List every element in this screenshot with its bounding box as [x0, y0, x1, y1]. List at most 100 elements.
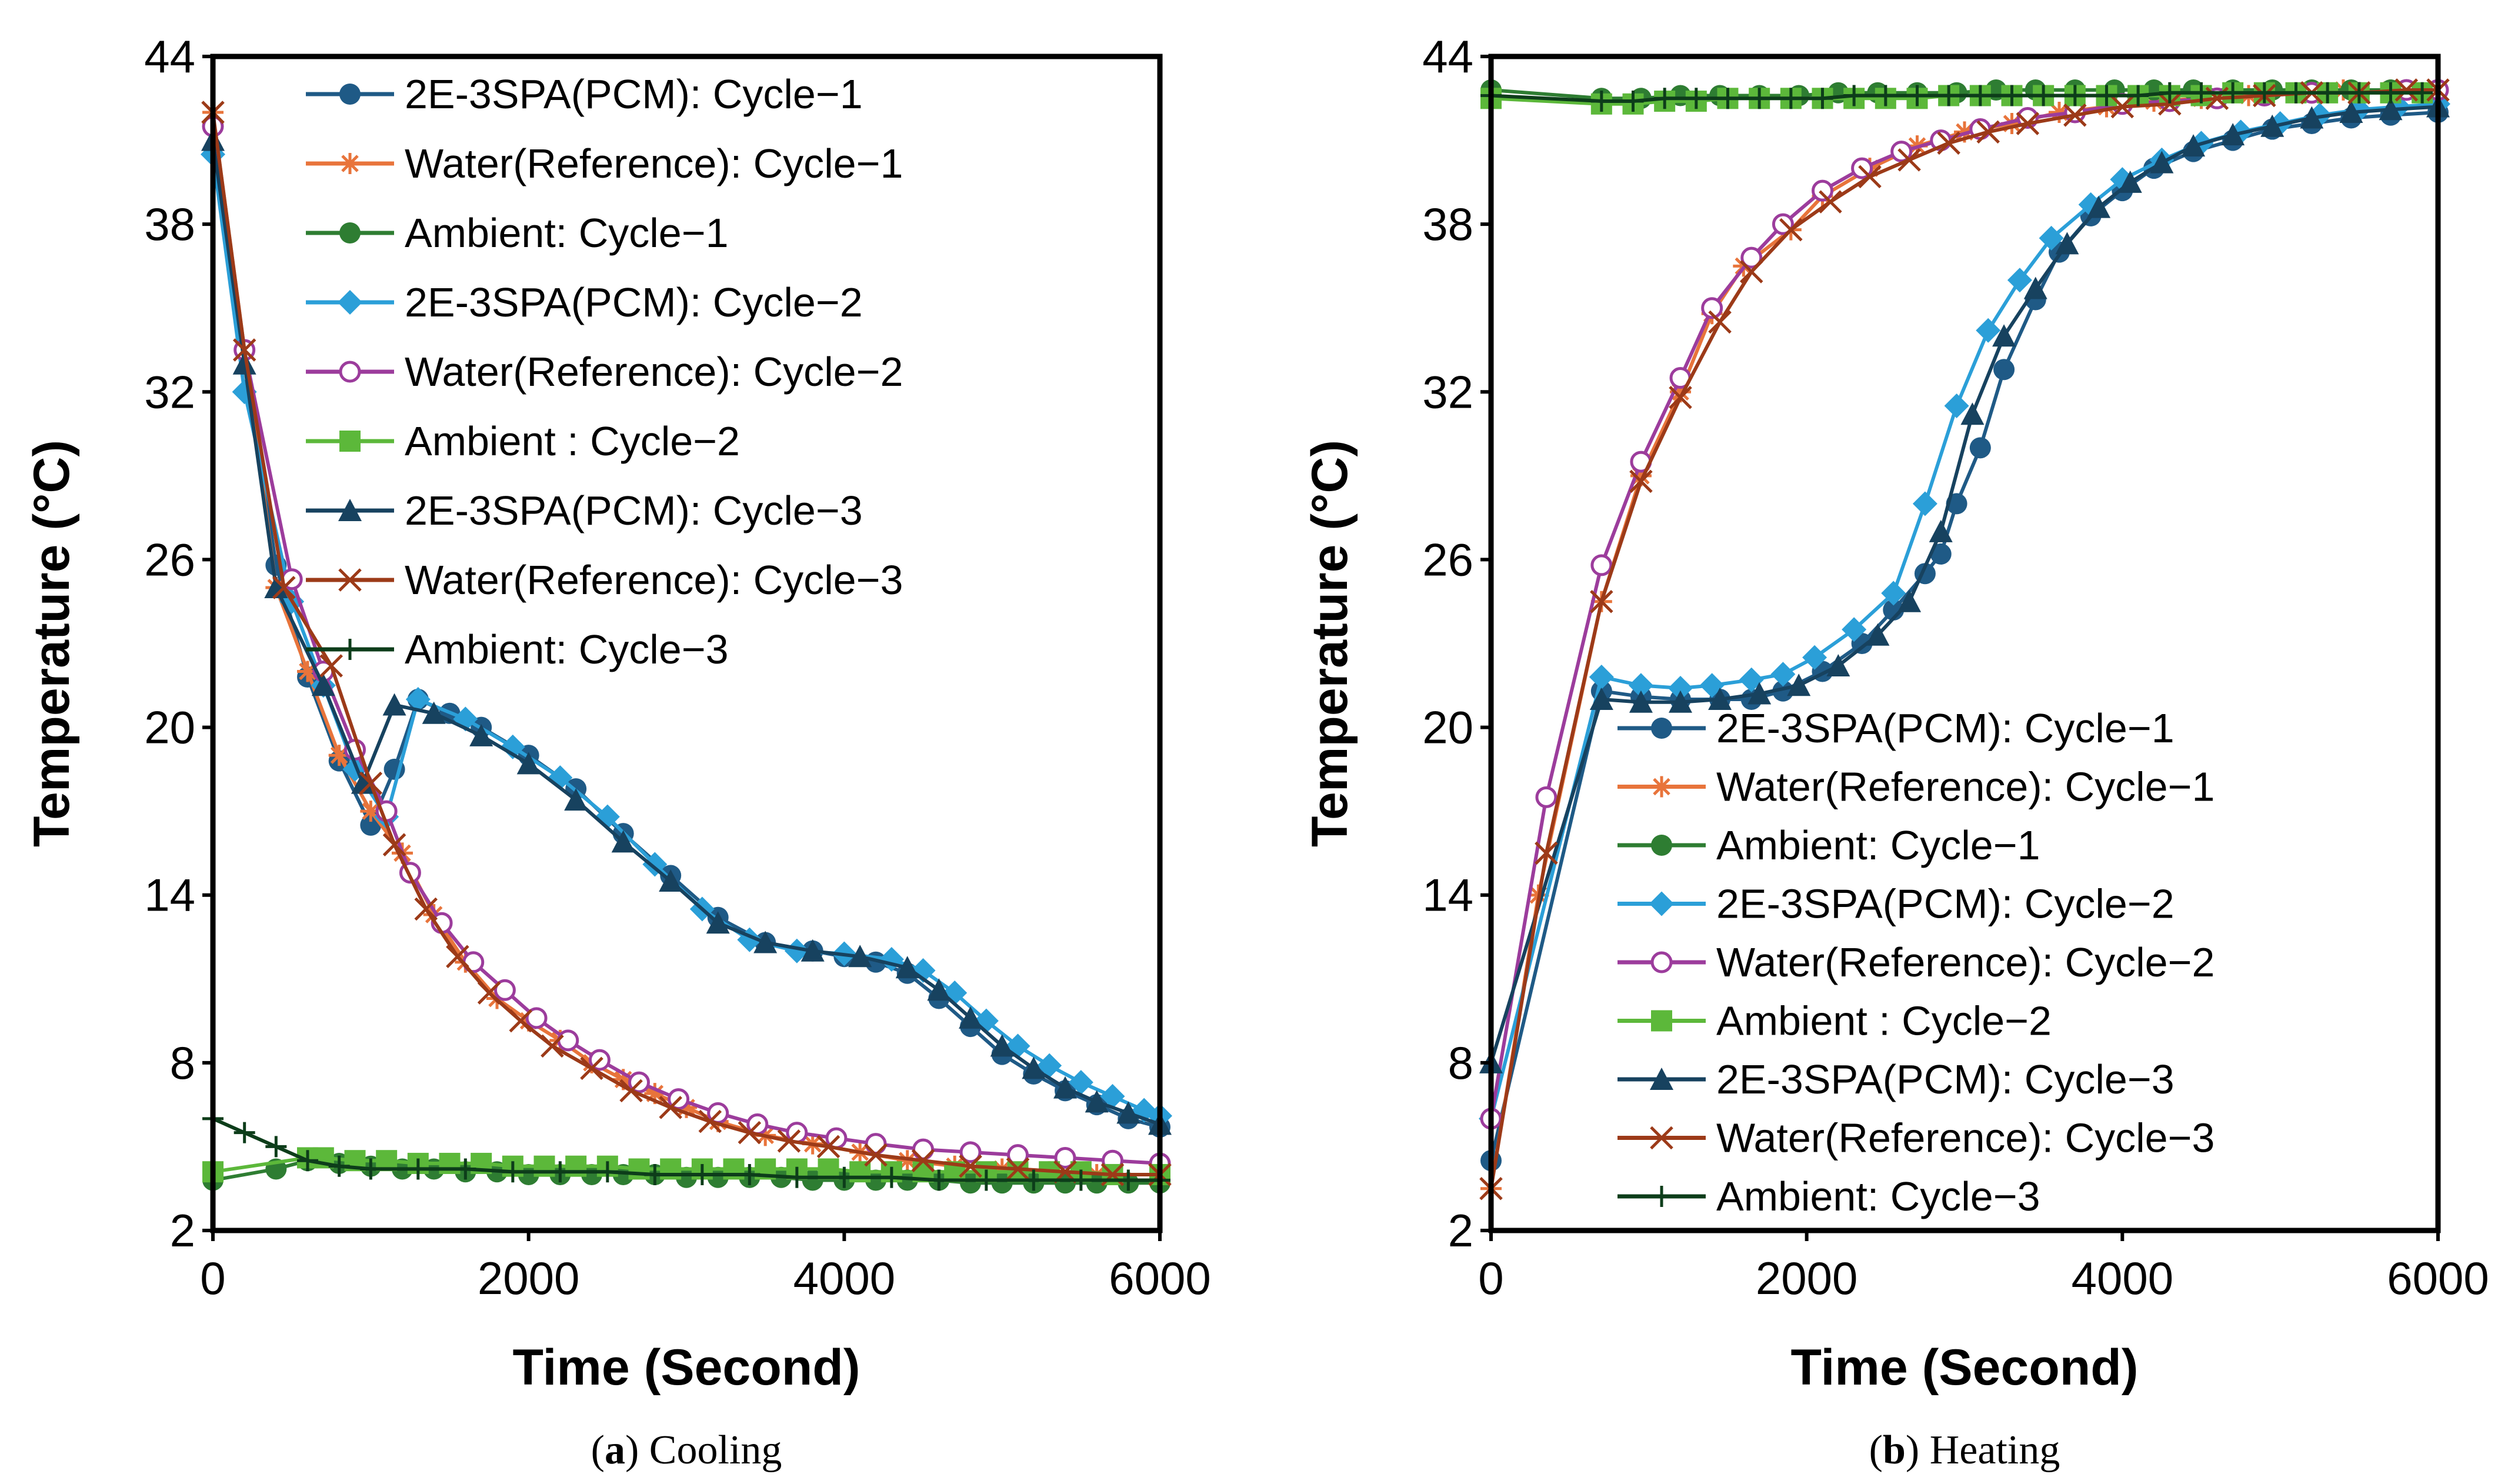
- data-point: [784, 938, 809, 963]
- data-point: [611, 830, 635, 853]
- y-tick-label: 8: [1448, 1037, 1473, 1089]
- data-point: [2110, 95, 2135, 119]
- legend-marker: [339, 639, 361, 660]
- data-point: [777, 1129, 801, 1153]
- data-point: [1944, 393, 1969, 419]
- data-point: [2379, 98, 2403, 121]
- legend-item-1: 2E-3SPA(PCM): Cycle−1: [306, 71, 863, 117]
- data-point: [2039, 225, 2064, 251]
- legend-marker: [339, 153, 361, 174]
- data-point: [509, 1009, 533, 1033]
- data-point: [2127, 85, 2149, 106]
- data-point: [911, 1149, 935, 1172]
- legend-item-8: Water(Reference): Cycle−3: [1617, 1115, 2214, 1161]
- legend-item-5: Water(Reference): Cycle−2: [306, 349, 903, 395]
- data-point: [959, 1006, 982, 1029]
- legend-label: 2E-3SPA(PCM): Cycle−3: [1716, 1056, 2175, 1102]
- data-point: [1590, 554, 1613, 576]
- data-point: [1701, 297, 1723, 319]
- data-point: [2159, 82, 2180, 104]
- data-point: [753, 931, 778, 953]
- legend-label: Water(Reference): Cycle−1: [405, 141, 903, 186]
- data-point: [816, 1135, 841, 1159]
- x-tick-label: 4000: [793, 1252, 896, 1304]
- chart-panel-a: 0 2000 4000 6000 2 8 14 20 26 32 38 44 Time (Second)…: [24, 31, 1211, 1473]
- data-point: [1976, 120, 2000, 144]
- data-point: [1085, 1090, 1109, 1113]
- series-line: [1490, 91, 2423, 103]
- x-axis-label: Time (Second): [1791, 1339, 2139, 1396]
- data-point: [234, 1122, 255, 1143]
- data-point: [2182, 134, 2206, 157]
- data-point: [2317, 82, 2339, 104]
- data-point: [595, 804, 620, 829]
- panel-caption: (a) Cooling: [591, 1428, 782, 1473]
- data-point: [1654, 88, 1676, 109]
- data-point: [1969, 437, 1991, 459]
- data-point: [1993, 359, 2015, 381]
- data-point: [1669, 386, 1692, 409]
- data-point: [1826, 654, 1850, 677]
- y-tick-label: 14: [144, 869, 195, 921]
- series-9: [1480, 82, 2433, 112]
- legend-item-7: 2E-3SPA(PCM): Cycle−3: [1617, 1056, 2175, 1102]
- data-point: [493, 979, 516, 1001]
- legend-item-2: Water(Reference): Cycle−1: [1617, 764, 2214, 810]
- data-point: [896, 1150, 918, 1172]
- data-point: [382, 833, 406, 856]
- y-tick-label: 8: [170, 1037, 195, 1089]
- data-point: [628, 1158, 650, 1180]
- data-point: [1685, 88, 1707, 109]
- y-tick-label: 2: [1448, 1205, 1473, 1256]
- data-point: [1708, 688, 1732, 711]
- data-point: [1875, 85, 1896, 106]
- data-point: [2222, 82, 2244, 104]
- legend-marker: [1650, 1068, 1673, 1090]
- data-point: [2087, 195, 2111, 218]
- series-9: [202, 1108, 1170, 1191]
- data-point: [446, 945, 469, 969]
- legend-marker: [1650, 951, 1673, 973]
- data-point: [1937, 131, 1960, 155]
- data-point: [1037, 1053, 1062, 1078]
- x-tick-label: 2000: [478, 1252, 580, 1304]
- data-point: [2064, 85, 2086, 106]
- data-point: [2348, 82, 2370, 104]
- legend-label: Ambient: Cycle−3: [405, 626, 729, 672]
- data-point: [848, 945, 872, 968]
- data-point: [2016, 112, 2040, 135]
- data-point: [1802, 645, 1827, 670]
- legend-item-5: Water(Reference): Cycle−2: [1617, 939, 2214, 985]
- panel-caption: (b) Heating: [1869, 1428, 2060, 1473]
- legend-label: Ambient : Cycle−2: [1716, 998, 2052, 1044]
- data-point: [297, 1150, 318, 1172]
- data-point: [927, 978, 951, 1001]
- data-point: [619, 1079, 643, 1103]
- data-point: [1929, 519, 1953, 542]
- data-point: [2412, 82, 2433, 104]
- data-point: [272, 576, 296, 599]
- legend-marker: [338, 290, 362, 315]
- y-tick-label: 2: [170, 1205, 195, 1256]
- y-tick-label: 26: [144, 533, 195, 585]
- data-point: [1068, 1070, 1093, 1095]
- data-point: [1772, 680, 1794, 702]
- legend-item-7: 2E-3SPA(PCM): Cycle−3: [306, 488, 863, 533]
- legend-item-8: Water(Reference): Cycle−3: [306, 557, 903, 603]
- legend-label: Ambient: Cycle−1: [405, 210, 729, 256]
- data-point: [1589, 665, 1614, 690]
- data-point: [644, 1083, 666, 1105]
- data-point: [1969, 85, 1991, 106]
- data-point: [1622, 91, 1644, 112]
- data-point: [232, 338, 256, 362]
- data-point: [1053, 1076, 1077, 1099]
- plot-frame: [1488, 54, 2441, 1233]
- data-point: [864, 1143, 888, 1167]
- data-point: [2380, 82, 2402, 104]
- legend-item-9: Ambient: Cycle−3: [306, 626, 729, 672]
- legend-item-4: 2E-3SPA(PCM): Cycle−2: [1617, 881, 2175, 927]
- legend-marker: [339, 361, 361, 383]
- legend: 2E-3SPA(PCM): Cycle−1 Water(Reference): C…: [306, 71, 903, 672]
- data-point: [500, 734, 525, 759]
